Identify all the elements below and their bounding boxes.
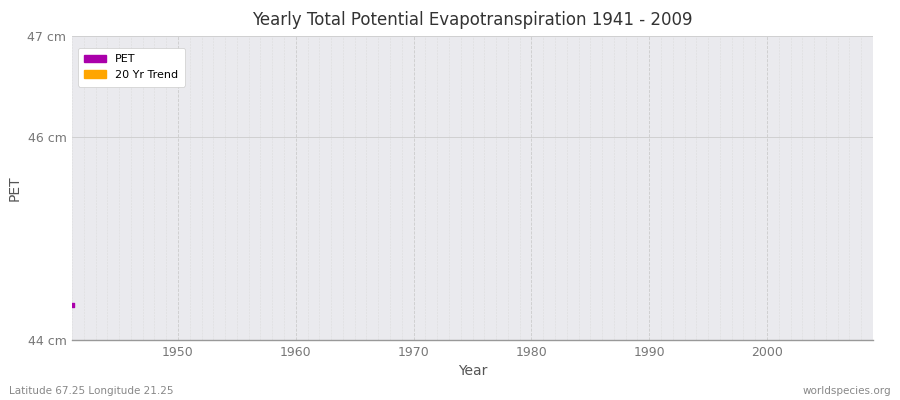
- Point: [88, 73, 103, 80]
- Y-axis label: PET: PET: [8, 175, 22, 201]
- Legend: PET, 20 Yr Trend: PET, 20 Yr Trend: [77, 48, 185, 86]
- Text: worldspecies.org: worldspecies.org: [803, 386, 891, 396]
- Title: Yearly Total Potential Evapotranspiration 1941 - 2009: Yearly Total Potential Evapotranspiratio…: [252, 11, 693, 29]
- Point: [65, 301, 79, 308]
- Text: Latitude 67.25 Longitude 21.25: Latitude 67.25 Longitude 21.25: [9, 386, 174, 396]
- X-axis label: Year: Year: [458, 364, 487, 378]
